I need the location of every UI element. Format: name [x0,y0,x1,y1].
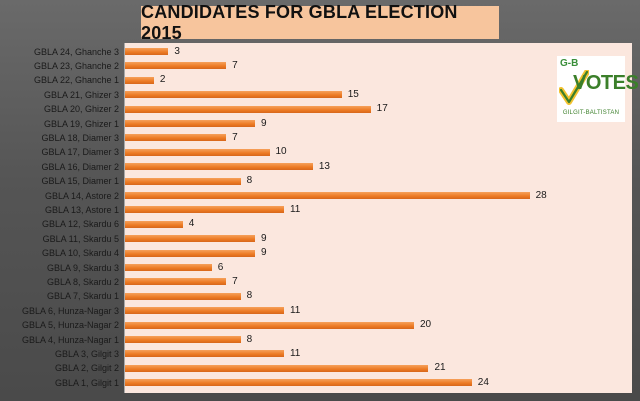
bar [125,350,284,358]
category-label: GBLA 17, Diamer 3 [41,147,119,158]
data-label: 21 [434,362,446,374]
bar [125,249,256,257]
category-axis-line [124,43,125,393]
bar [125,163,313,171]
data-label: 28 [535,189,547,201]
data-label: 17 [376,103,388,115]
bar [125,91,342,99]
chart-title: CANDIDATES FOR GBLA ELECTION 2015 [141,1,458,43]
bar [125,192,530,199]
data-label: 8 [246,290,253,302]
data-label: 8 [246,333,253,345]
logo-top-text: G-B [560,58,579,69]
category-label: GBLA 5, Hunza-Nagar 2 [21,320,119,331]
bar [125,148,270,156]
data-label: 9 [261,117,267,129]
bar [125,307,284,315]
data-label: 11 [289,203,301,215]
bar [125,278,227,286]
category-label: GBLA 22, Ghanche 1 [33,75,119,86]
checkmark-icon [559,70,589,105]
data-label: 7 [232,131,238,143]
bar [125,76,154,84]
data-label: 7 [232,59,238,71]
category-label: GBLA 23, Ghanche 2 [33,60,119,71]
logo-sub-text: GILGIT-BALTISTAN [562,110,620,116]
category-label: GBLA 4, Hunza-Nagar 1 [21,334,119,345]
bar [125,62,227,70]
data-label: 7 [232,275,238,287]
category-label: GBLA 24, Ghanche 3 [33,46,119,57]
bar [125,235,256,243]
category-label: GBLA 18, Diamer 3 [41,132,119,143]
data-label: 6 [217,261,224,273]
data-label: 2 [159,74,166,86]
bar [125,105,371,113]
category-label: GBLA 16, Diamer 2 [41,161,119,172]
bar [125,292,241,300]
bar [125,220,183,228]
category-label: GBLA 3, Gilgit 3 [54,348,119,359]
category-label: GBLA 8, Skardu 2 [46,276,119,287]
bar [125,364,429,372]
chart-title-box: CANDIDATES FOR GBLA ELECTION 2015 [141,2,499,43]
data-label: 20 [420,319,432,331]
category-label: GBLA 7, Skardu 1 [46,291,119,302]
bar [125,177,241,185]
gb-votes-logo: G-B VOTES GILGIT-BALTISTAN [557,56,639,122]
category-label: GBLA 15, Diamer 1 [41,176,119,187]
data-label: 4 [188,218,195,230]
category-label: GBLA 6, Hunza-Nagar 3 [21,305,119,316]
category-label: GBLA 13, Astore 1 [44,204,119,215]
data-label: 10 [275,146,287,158]
data-label: 13 [318,160,330,172]
category-label: GBLA 1, Gilgit 1 [54,377,119,388]
bar [125,379,472,387]
plot-area [124,43,632,393]
bar [125,336,241,343]
category-label: GBLA 9, Skardu 3 [46,262,119,273]
data-label: 9 [261,232,267,244]
data-label: 24 [477,376,489,388]
data-label: 3 [174,45,180,57]
data-label: 8 [246,175,253,187]
bar [125,264,212,271]
category-label: GBLA 20, Ghizer 2 [43,104,119,115]
data-label: 9 [261,247,267,259]
bar [125,120,256,127]
bar [125,206,284,214]
category-label: GBLA 19, Ghizer 1 [43,118,119,129]
bar [125,48,169,55]
category-label: GBLA 11, Skardu 5 [42,233,119,244]
data-label: 11 [289,347,301,359]
data-label: 11 [289,304,301,316]
category-label: GBLA 21, Ghizer 3 [43,89,119,100]
category-label: GBLA 12, Skardu 6 [41,219,119,230]
data-label: 15 [347,88,359,100]
bar [125,134,227,142]
category-label: GBLA 14, Astore 2 [44,190,119,201]
bar [125,321,414,329]
category-label: GBLA 2, Gilgit 2 [54,363,119,374]
logo-main-text: VOTES [573,72,639,94]
category-label: GBLA 10, Skardu 4 [41,248,119,259]
